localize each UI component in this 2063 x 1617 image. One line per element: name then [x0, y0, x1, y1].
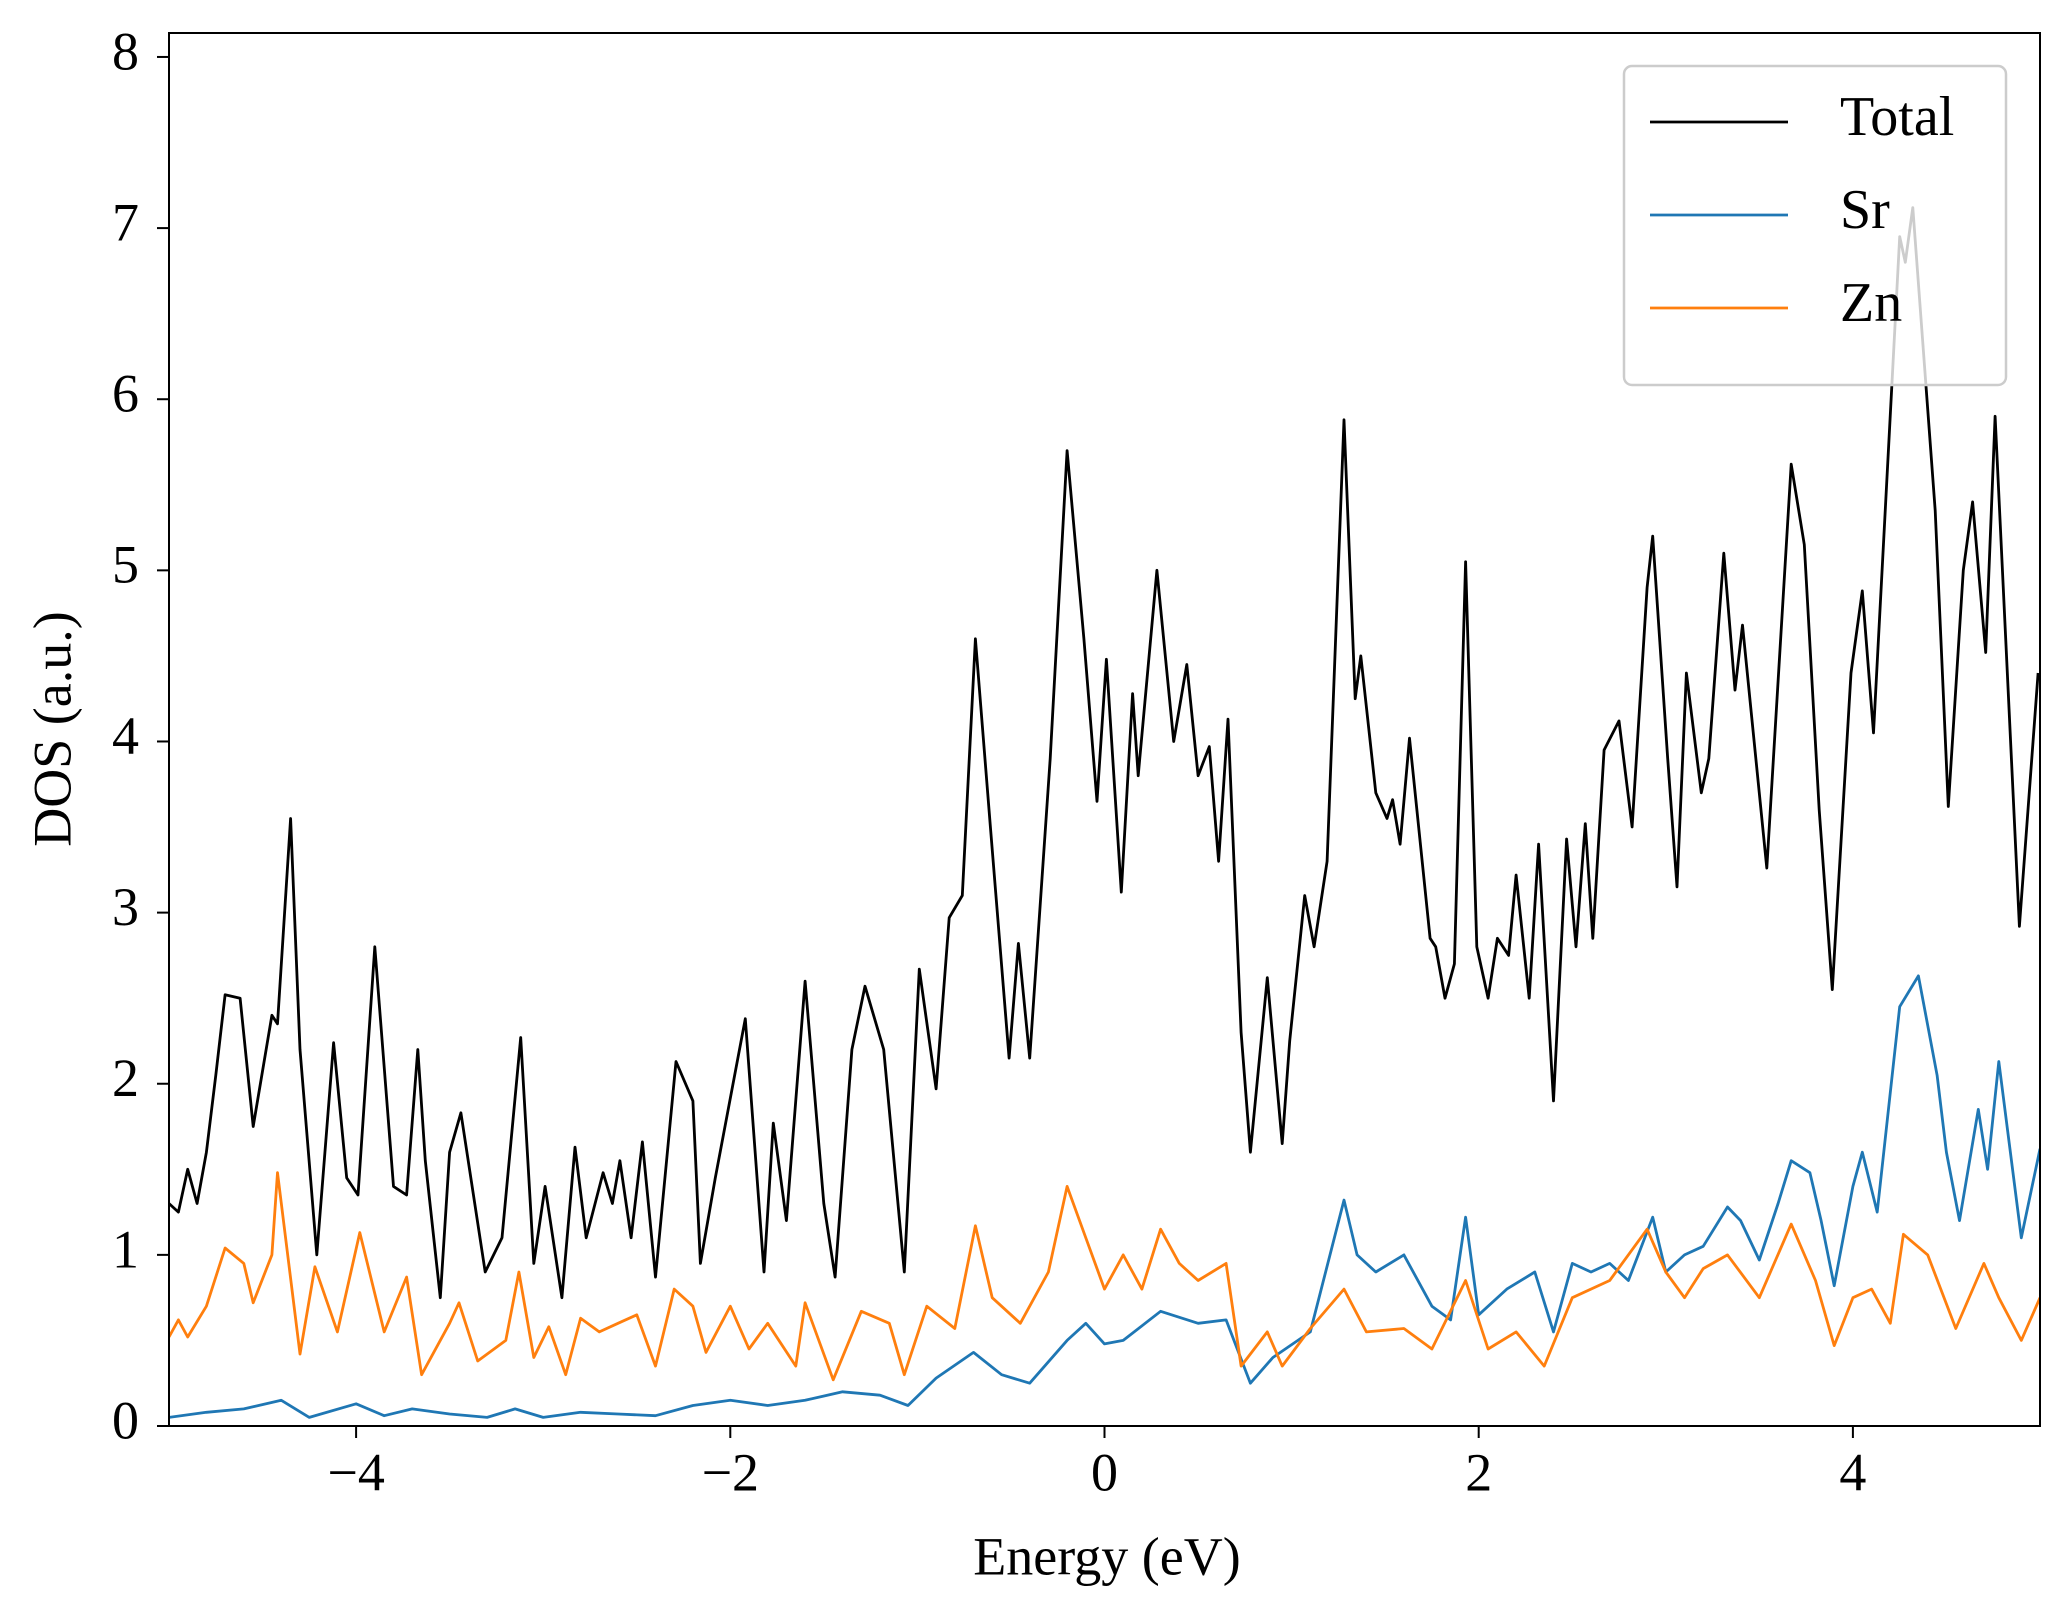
- x-tick-label: 2: [1465, 1442, 1492, 1502]
- x-tick-label: 0: [1091, 1442, 1118, 1502]
- legend-label: Zn: [1840, 272, 1902, 334]
- y-tick-label: 2: [112, 1048, 139, 1108]
- legend-box: [1622, 64, 2008, 387]
- x-axis-label: Energy (eV): [973, 1526, 1240, 1586]
- x-tick-label: 4: [1839, 1442, 1866, 1502]
- y-tick-label: 0: [112, 1390, 139, 1450]
- legend-label: Total: [1840, 86, 1954, 148]
- series-line: [169, 206, 2040, 1300]
- y-tick-label: 3: [112, 877, 139, 937]
- y-tick-label: 6: [112, 364, 139, 424]
- y-tick-label: 8: [112, 21, 139, 81]
- y-tick-label: 5: [112, 535, 139, 595]
- y-tick-label: 1: [112, 1219, 139, 1279]
- series-line: [169, 1171, 2040, 1382]
- x-tick-label: −4: [327, 1442, 384, 1502]
- series-line: [169, 974, 2040, 1419]
- x-tick-label: −2: [702, 1442, 759, 1502]
- legend-label: Sr: [1840, 179, 1890, 241]
- y-tick-label: 7: [112, 192, 139, 252]
- y-tick-label: 4: [112, 706, 139, 766]
- y-axis-label: DOS (a.u.): [22, 611, 82, 846]
